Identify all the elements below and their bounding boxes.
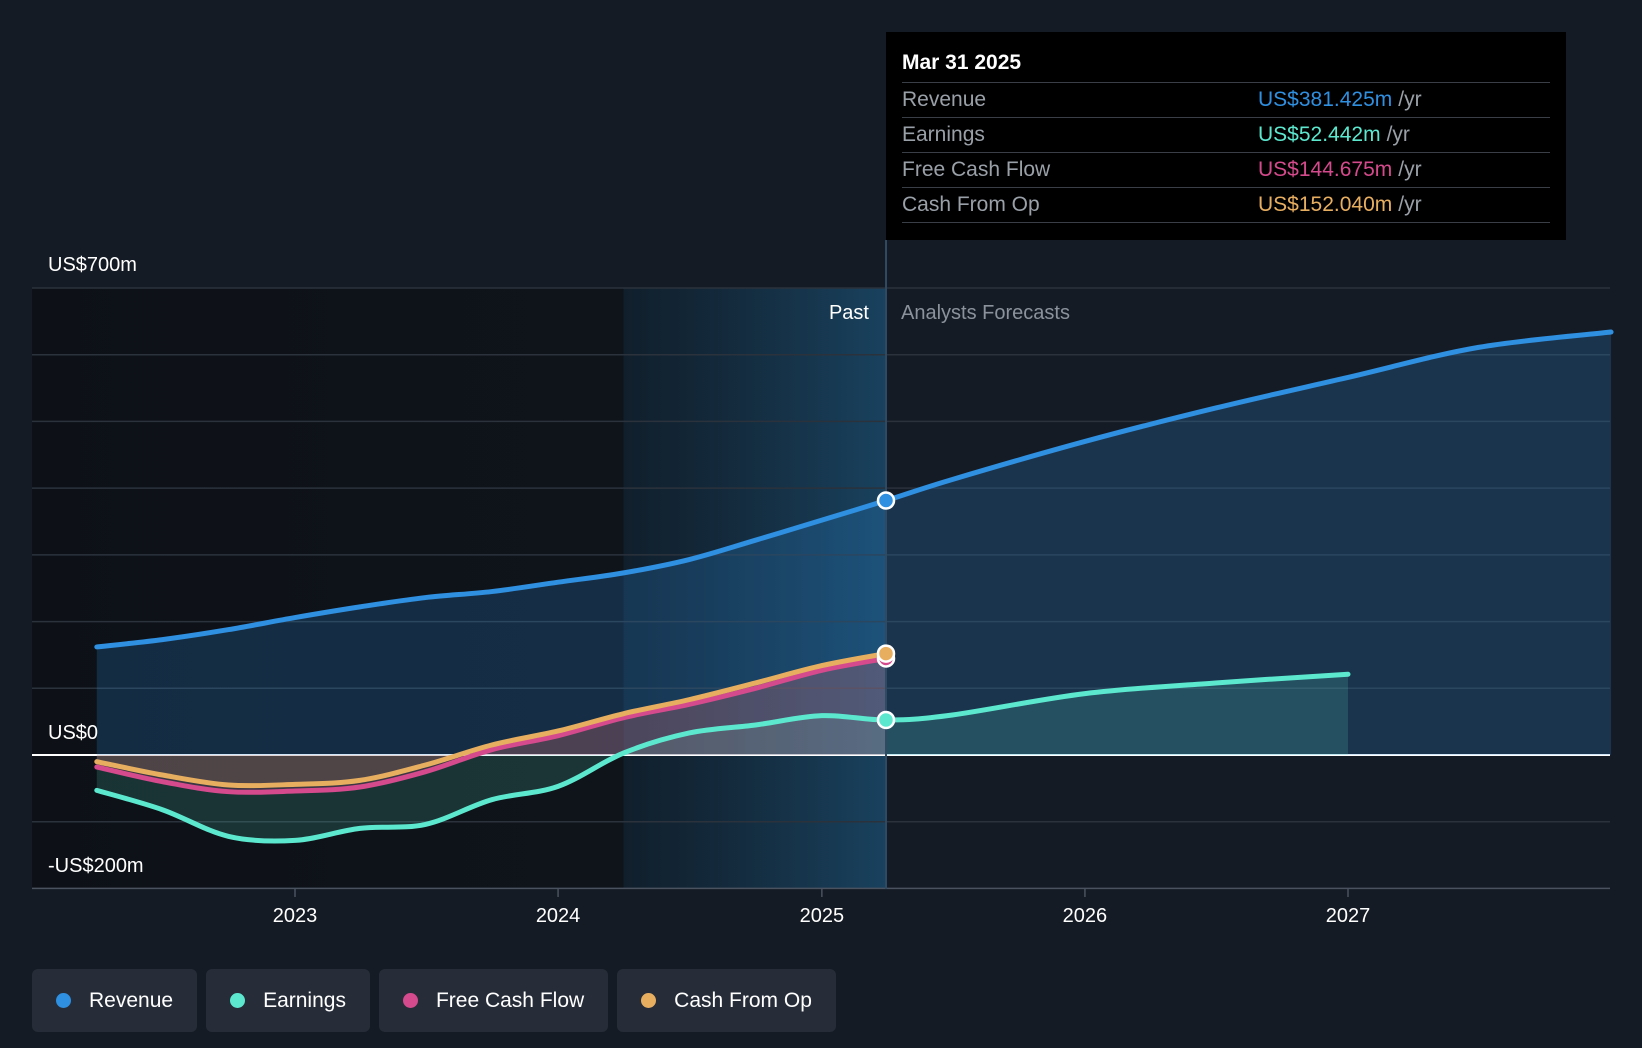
area-free-cash-flow	[96, 658, 887, 793]
legend-label: Free Cash Flow	[435, 988, 585, 1012]
tooltip-row-revenue: Revenue US$381.425m /yr	[902, 83, 1550, 118]
legend-label: Earnings	[263, 988, 346, 1012]
tooltip-label: Earnings	[902, 123, 985, 146]
marker-earnings	[876, 710, 896, 730]
area-cash-from-op	[96, 653, 887, 786]
tooltip-value: US$52.442m	[1258, 123, 1381, 146]
tooltip-value: US$144.675m	[1258, 158, 1393, 181]
legend-dot-icon	[56, 993, 71, 1008]
legend-dot-icon	[402, 993, 418, 1008]
series-areas	[96, 332, 1612, 842]
hover-markers	[876, 491, 896, 730]
legend-item-cash-from-op[interactable]: Cash From Op	[617, 969, 836, 1032]
y-axis-zero-label: US$0	[48, 722, 98, 744]
line-free-cash-flow	[94, 655, 889, 795]
marker-cash-from-op	[876, 644, 896, 663]
tooltip-date: Mar 31 2025	[902, 44, 1550, 83]
forecast-region-label: Analysts Forecasts	[901, 302, 1070, 324]
tooltip-value: US$381.425m	[1258, 88, 1393, 111]
series-lines	[94, 329, 1614, 844]
area-revenue	[96, 332, 1612, 755]
x-tick-label: 2023	[273, 905, 318, 927]
y-axis-bottom-label: -US$200m	[48, 855, 144, 877]
gridlines	[32, 287, 1610, 890]
legend-label: Cash From Op	[674, 988, 812, 1012]
tooltip-row-free-cash-flow: Free Cash Flow US$144.675m /yr	[902, 153, 1550, 188]
tooltip-row-earnings: Earnings US$52.442m /yr	[902, 118, 1550, 153]
x-tick-label: 2025	[800, 905, 845, 927]
recent-past-highlight	[623, 288, 887, 889]
legend-dot-icon	[641, 993, 657, 1008]
tooltip-unit: /yr	[1398, 193, 1422, 216]
tooltip-label: Cash From Op	[902, 193, 1040, 216]
line-earnings	[94, 671, 1351, 844]
line-cash-from-op	[94, 651, 889, 789]
x-tick-label: 2024	[536, 905, 581, 927]
line-revenue	[94, 329, 1614, 650]
tooltip-unit: /yr	[1386, 123, 1410, 146]
legend-dot-icon	[230, 993, 246, 1008]
chart-legend: Revenue Earnings Free Cash Flow Cash Fro…	[32, 969, 836, 1032]
tooltip-row-cash-from-op: Cash From Op US$152.040m /yr	[902, 188, 1550, 223]
y-axis-top-label: US$700m	[48, 254, 137, 276]
hover-tooltip: Mar 31 2025 Revenue US$381.425m /yr Earn…	[886, 32, 1566, 240]
x-tick-label: 2027	[1326, 905, 1371, 927]
legend-item-revenue[interactable]: Revenue	[32, 969, 198, 1032]
past-region-label: Past	[829, 302, 869, 324]
area-earnings	[96, 674, 1348, 842]
tooltip-unit: /yr	[1398, 88, 1422, 111]
tooltip-label: Revenue	[902, 88, 987, 111]
tooltip-unit: /yr	[1398, 158, 1422, 181]
legend-item-free-cash-flow[interactable]: Free Cash Flow	[378, 969, 609, 1032]
legend-item-earnings[interactable]: Earnings	[206, 969, 370, 1032]
marker-revenue	[876, 491, 896, 510]
x-tick-label: 2026	[1063, 905, 1108, 927]
x-axis-ticks: 2023 2024 2025 2026 2027	[273, 889, 1371, 927]
tooltip-label: Free Cash Flow	[902, 158, 1051, 181]
tooltip-value: US$152.040m	[1258, 193, 1393, 216]
legend-label: Revenue	[89, 988, 174, 1012]
